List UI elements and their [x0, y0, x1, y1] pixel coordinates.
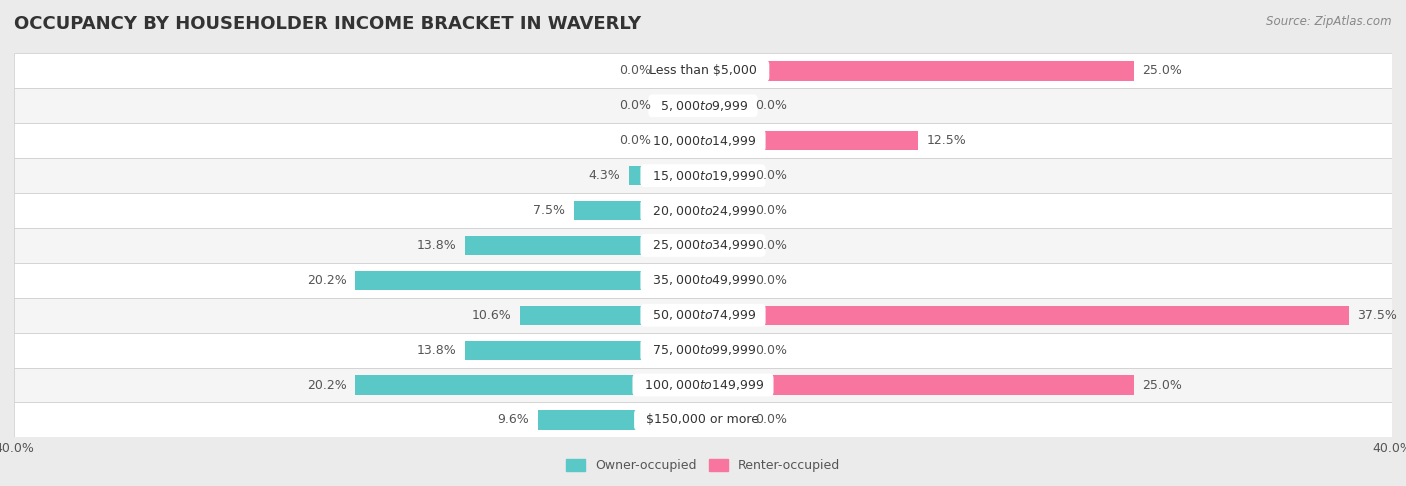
Bar	[14, 123, 1392, 158]
Text: 0.0%: 0.0%	[755, 239, 787, 252]
Text: 0.0%: 0.0%	[755, 204, 787, 217]
Bar	[703, 61, 1133, 81]
Text: 0.0%: 0.0%	[755, 414, 787, 426]
Text: 0.0%: 0.0%	[755, 169, 787, 182]
Bar	[703, 236, 747, 255]
Text: $100,000 to $149,999: $100,000 to $149,999	[637, 378, 769, 392]
Text: $25,000 to $34,999: $25,000 to $34,999	[645, 239, 761, 252]
Text: $10,000 to $14,999: $10,000 to $14,999	[645, 134, 761, 148]
Bar	[520, 306, 703, 325]
Bar	[356, 376, 703, 395]
Text: 0.0%: 0.0%	[755, 274, 787, 287]
Bar	[465, 236, 703, 255]
Text: 0.0%: 0.0%	[755, 344, 787, 357]
Text: Less than $5,000: Less than $5,000	[641, 65, 765, 77]
Bar	[14, 88, 1392, 123]
Text: 20.2%: 20.2%	[307, 274, 346, 287]
Text: $150,000 or more: $150,000 or more	[638, 414, 768, 426]
Text: 0.0%: 0.0%	[755, 99, 787, 112]
Text: 20.2%: 20.2%	[307, 379, 346, 392]
Text: Source: ZipAtlas.com: Source: ZipAtlas.com	[1267, 15, 1392, 28]
Text: $35,000 to $49,999: $35,000 to $49,999	[645, 273, 761, 287]
Text: 7.5%: 7.5%	[533, 204, 565, 217]
Text: $50,000 to $74,999: $50,000 to $74,999	[645, 308, 761, 322]
Bar	[14, 193, 1392, 228]
Text: 10.6%: 10.6%	[472, 309, 512, 322]
Bar	[14, 263, 1392, 298]
Text: 0.0%: 0.0%	[619, 134, 651, 147]
Text: 4.3%: 4.3%	[589, 169, 620, 182]
Text: 0.0%: 0.0%	[619, 99, 651, 112]
Bar	[703, 131, 918, 150]
Bar	[14, 158, 1392, 193]
Text: $15,000 to $19,999: $15,000 to $19,999	[645, 169, 761, 183]
Bar	[659, 96, 703, 115]
Bar	[703, 96, 747, 115]
Text: 12.5%: 12.5%	[927, 134, 967, 147]
Text: 13.8%: 13.8%	[418, 239, 457, 252]
Bar	[356, 271, 703, 290]
Legend: Owner-occupied, Renter-occupied: Owner-occupied, Renter-occupied	[561, 454, 845, 477]
Bar	[628, 166, 703, 185]
Bar	[659, 131, 703, 150]
Text: OCCUPANCY BY HOUSEHOLDER INCOME BRACKET IN WAVERLY: OCCUPANCY BY HOUSEHOLDER INCOME BRACKET …	[14, 15, 641, 33]
Bar	[537, 410, 703, 430]
Bar	[703, 271, 747, 290]
Bar	[703, 341, 747, 360]
Bar	[465, 341, 703, 360]
Bar	[14, 228, 1392, 263]
Text: 13.8%: 13.8%	[418, 344, 457, 357]
Bar	[703, 201, 747, 220]
Bar	[14, 402, 1392, 437]
Text: $75,000 to $99,999: $75,000 to $99,999	[645, 343, 761, 357]
Text: $20,000 to $24,999: $20,000 to $24,999	[645, 204, 761, 218]
Text: 25.0%: 25.0%	[1142, 65, 1182, 77]
Bar	[703, 166, 747, 185]
Bar	[14, 333, 1392, 367]
Bar	[574, 201, 703, 220]
Bar	[659, 61, 703, 81]
Text: 25.0%: 25.0%	[1142, 379, 1182, 392]
Bar	[14, 53, 1392, 88]
Text: $5,000 to $9,999: $5,000 to $9,999	[652, 99, 754, 113]
Bar	[14, 298, 1392, 333]
Text: 0.0%: 0.0%	[619, 65, 651, 77]
Bar	[703, 306, 1348, 325]
Text: 9.6%: 9.6%	[498, 414, 529, 426]
Text: 37.5%: 37.5%	[1358, 309, 1398, 322]
Bar	[703, 376, 1133, 395]
Bar	[703, 410, 747, 430]
Bar	[14, 367, 1392, 402]
